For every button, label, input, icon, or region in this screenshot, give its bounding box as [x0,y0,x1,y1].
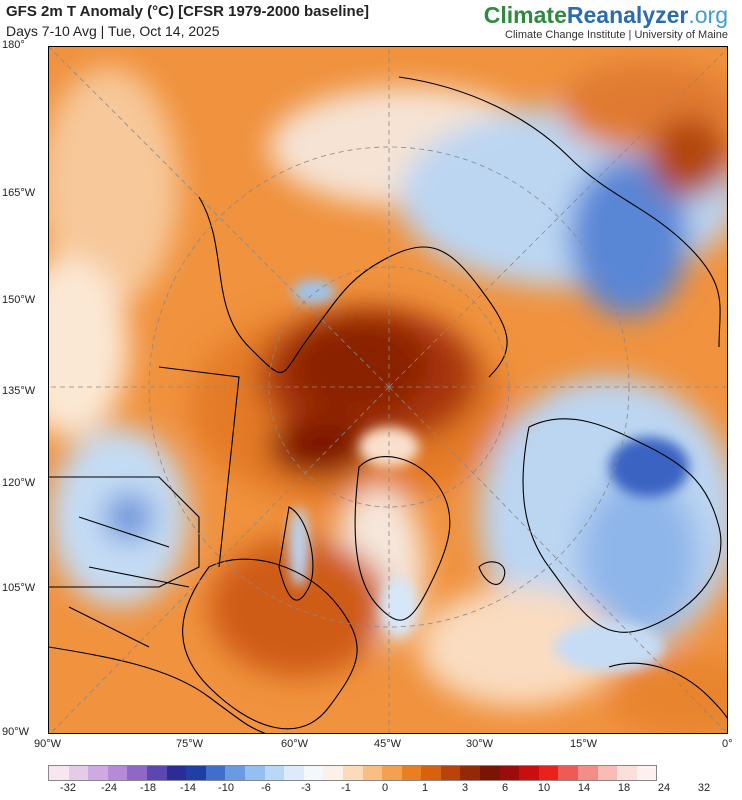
colorbar-label: -6 [261,782,271,794]
colorbar-swatch [421,766,441,780]
colorbar-label: -3 [301,782,311,794]
colorbar-label: 18 [617,782,631,794]
colorbar-swatch [186,766,206,780]
colorbar-swatch [342,766,363,780]
colorbar-swatch [480,766,500,780]
colorbar-swatch [362,766,383,780]
lat-label: 105°W [2,582,36,594]
lon-label: 75°W [176,738,204,750]
brand-logo[interactable]: ClimateReanalyzer.org [484,2,728,29]
colorbar-swatch [146,766,167,780]
colorbar-swatch [225,766,245,780]
colorbar-swatch [107,766,128,780]
lon-label: 45°W [374,738,402,750]
colorbar-swatch [68,766,89,780]
colorbar-swatch [460,766,481,780]
lon-label: 90°W [34,738,62,750]
colorbar-swatch [303,766,324,780]
lon-label: 30°W [466,738,494,750]
colorbar-swatch [88,766,108,780]
colorbar-label: 3 [461,782,469,794]
colorbar-swatch [401,766,422,780]
colorbar-label: -32 [60,782,76,794]
colorbar-swatch [519,766,539,780]
brand-climate: Climate [483,2,567,28]
colorbar-swatch [323,766,343,780]
colorbar-label: 10 [537,782,551,794]
lat-label: 165°W [2,187,36,199]
lat-label: 150°W [2,294,36,306]
anomaly-map [48,46,728,734]
colorbar-swatch [166,766,187,780]
colorbar-label: -24 [101,782,117,794]
brand-reanalyzer: Reanalyzer [566,2,689,28]
colorbar-label: 6 [501,782,509,794]
colorbar-label: 14 [577,782,591,794]
lat-label: 135°W [2,385,36,397]
colorbar-swatch [244,766,265,780]
graticule [49,47,727,733]
colorbar-label: 24 [657,782,671,794]
lat-label: 120°W [2,477,36,489]
affiliation: Climate Change Institute | University of… [505,29,728,41]
anomaly-detail [289,280,689,672]
colorbar-swatch [127,766,147,780]
brand-org: .org [688,2,728,28]
lat-label: 90°W [2,726,30,738]
map-canvas [49,47,727,733]
colorbar-label: -1 [341,782,351,794]
colorbar-label: -10 [218,782,234,794]
colorbar [48,765,658,781]
lon-label: 15°W [570,738,598,750]
colorbar-label: 32 [697,782,711,794]
colorbar-swatch [499,766,520,780]
colorbar-swatch [49,766,69,780]
colorbar-swatch [558,766,579,780]
colorbar-swatch [538,766,559,780]
colorbar-swatch [597,766,618,780]
colorbar-swatch [617,766,637,780]
colorbar-swatch [264,766,285,780]
lon-label: 0° [722,738,733,750]
colorbar-swatch [284,766,304,780]
colorbar-swatch [578,766,598,780]
colorbar-swatch [205,766,226,780]
colorbar-label: -14 [180,782,196,794]
lon-label: 60°W [281,738,309,750]
coastlines [49,76,727,733]
colorbar-label: 0 [381,782,389,794]
colorbar-swatch [382,766,402,780]
lat-label: 180° [2,39,25,51]
colorbar-swatch [440,766,461,780]
colorbar-swatch [636,766,657,780]
map-subtitle: Days 7-10 Avg | Tue, Oct 14, 2025 [6,23,220,39]
colorbar-label: 1 [421,782,429,794]
colorbar-label: -18 [140,782,156,794]
anomaly-field [49,62,727,733]
map-title: GFS 2m T Anomaly (°C) [CFSR 1979-2000 ba… [6,3,370,20]
